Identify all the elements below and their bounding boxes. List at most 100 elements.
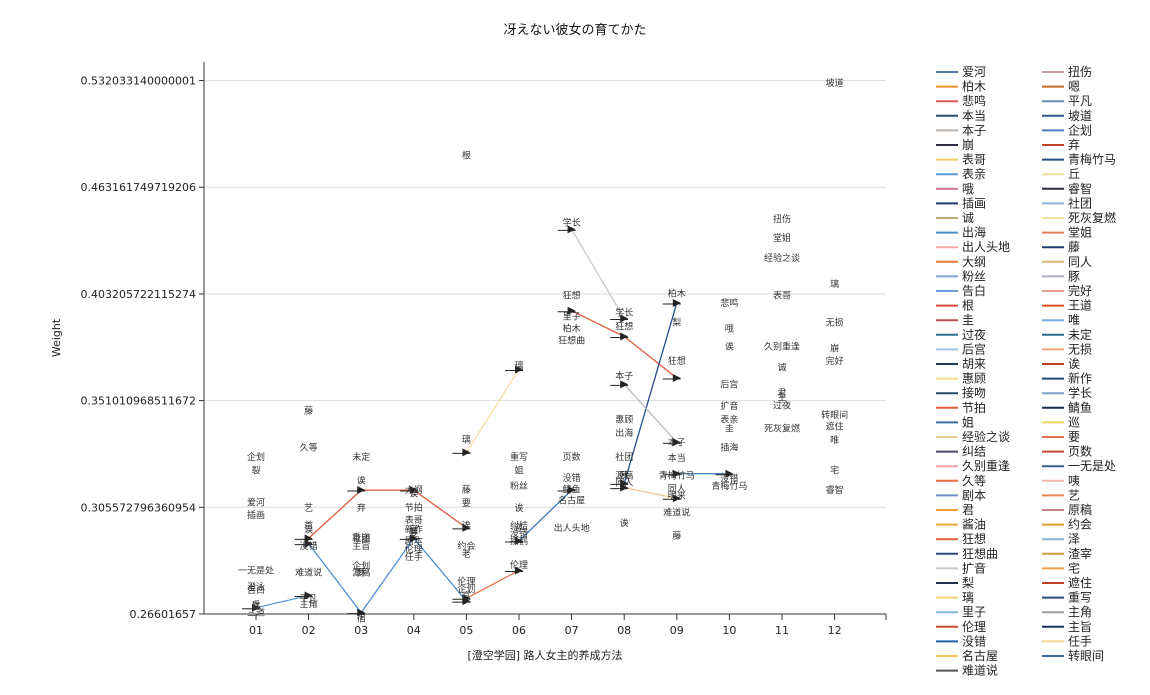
legend-item-label: 巡 [1068, 415, 1080, 429]
y-axis-label: Weight [50, 318, 63, 357]
word-label: 本当 [668, 452, 686, 464]
x-tick-label: 04 [407, 624, 421, 637]
legend-item-label: 扭伤 [1068, 65, 1092, 79]
word-label: 同人 [668, 483, 686, 494]
word-label: 同人 [615, 478, 633, 489]
x-tick-label: 11 [775, 624, 789, 637]
x-tick-label: 01 [249, 624, 263, 637]
series-line [624, 486, 677, 499]
series-marker [672, 469, 681, 478]
word-label: 出人头地 [554, 522, 590, 534]
word-labels: 三道丘遂告白澄泳一无是处爱河插画企划裂主角平凡难道说没错诶首艺久等藤宿豚源稿企划… [238, 77, 848, 625]
word-label: 崩 [830, 343, 839, 355]
series-line [623, 302, 678, 484]
word-label: 伦理 [510, 559, 528, 571]
x-tick-label: 02 [302, 624, 316, 637]
legend-item-label: 插画 [962, 196, 986, 210]
word-label: 久别重逢 [764, 341, 800, 353]
series-marker [515, 566, 523, 575]
word-label: 名古屋 [558, 495, 585, 507]
word-label: 丘 [251, 600, 260, 611]
legend-item-label: 青梅竹马 [1068, 152, 1116, 167]
word-label: 完好 [826, 355, 844, 367]
word-label: 一无是处 [238, 564, 274, 576]
word-label: 企划 [247, 451, 265, 463]
word-label: 诶 [514, 502, 523, 514]
legend-item-label: 坡道 [1068, 109, 1092, 123]
x-tick-label: 10 [722, 624, 736, 637]
legend-item-label: 大纲 [962, 255, 986, 269]
series-marker [567, 306, 576, 315]
legend-item-label: 过夜 [962, 327, 986, 342]
word-label: 诶 [409, 487, 418, 499]
legend-item-label: 弃 [1068, 137, 1080, 152]
word-label: 插海 [720, 442, 738, 454]
word-label: 约会 [457, 540, 475, 552]
word-label: 要 [409, 528, 418, 539]
legend-item-label: 扩音 [962, 560, 986, 575]
series-line [255, 594, 309, 609]
series-marker [462, 523, 471, 532]
x-tick-label: 05 [459, 624, 473, 637]
legend-item-label: 狂想 [962, 531, 986, 546]
legend-item-label: 丘 [1068, 167, 1080, 181]
word-label: 平凡 [300, 593, 318, 604]
legend-item-label: 转眼间 [1068, 648, 1104, 663]
series-marker [620, 380, 629, 389]
word-label: 哦 [725, 322, 734, 334]
word-label: 宫 [462, 589, 471, 601]
legend-item-label: 剧本 [962, 488, 986, 502]
word-label: 藤 [672, 530, 681, 542]
word-label: 过夜 [773, 399, 791, 411]
legend-item-label: 后宫 [962, 341, 986, 356]
word-label: 遮住 [826, 420, 844, 432]
y-tick-label: 0.26601657 [130, 608, 196, 621]
word-label: 没错 [300, 540, 318, 552]
series-line [466, 569, 520, 599]
word-label: 剧本 [405, 535, 423, 547]
legend-item-label: 重写 [1068, 591, 1092, 605]
word-label: 久等 [300, 442, 318, 454]
axes: 0.26601657 0.305572796360954 0.35101096851… [81, 62, 887, 637]
word-label: 狂想 [668, 355, 686, 367]
legend-item-label: 任手 [1068, 634, 1092, 648]
legend-item-label: 君 [962, 503, 974, 517]
x-tick-label: 07 [565, 624, 579, 637]
word-label: 源稿 [615, 469, 633, 481]
legend-item-label: 艺 [1068, 488, 1080, 502]
legend-item-label: 唯 [1068, 313, 1080, 327]
legend-item-label: 约会 [1068, 517, 1092, 532]
word-label: 艺 [304, 503, 313, 514]
y-tick-label: 0.351010968511672 [81, 395, 196, 408]
word-label: 源稿 [352, 566, 370, 578]
word-label: 弃 [357, 502, 366, 514]
y-tick-label: 0.532033140000001 [81, 75, 196, 88]
word-label: 堂姐 [773, 232, 791, 244]
word-label: 纠结 [510, 519, 528, 531]
word-label: 本子 [668, 436, 686, 448]
word-label: 梨 [672, 317, 681, 329]
word-label: 扭伤 [773, 213, 791, 225]
x-tick-label: 03 [354, 624, 368, 637]
word-label: 重道 [352, 532, 370, 544]
word-label: 璃 [514, 359, 523, 371]
word-label: 坡道 [826, 77, 844, 89]
word-label: 出海 [615, 427, 633, 439]
legend-item-label: 嗯 [1068, 80, 1080, 94]
word-label: 重写 [510, 451, 528, 463]
legend-item-label: 同人 [1068, 255, 1092, 269]
legend-item-label: 平凡 [1068, 94, 1092, 108]
word-label: 狂想曲 [558, 335, 585, 347]
series-marker [304, 591, 313, 600]
word-label: 诶 [462, 519, 471, 531]
word-label: 唯 [830, 435, 839, 446]
legend-item-label: 诚 [962, 211, 974, 225]
word-label: 主角 [300, 599, 318, 611]
legend-item-label: 里子 [962, 605, 986, 619]
x-tick-label: 09 [670, 624, 684, 637]
word-label: 经验之谈 [764, 252, 800, 264]
word-label: 青梅竹马 [711, 480, 747, 492]
word-label: 告白 [247, 584, 265, 596]
